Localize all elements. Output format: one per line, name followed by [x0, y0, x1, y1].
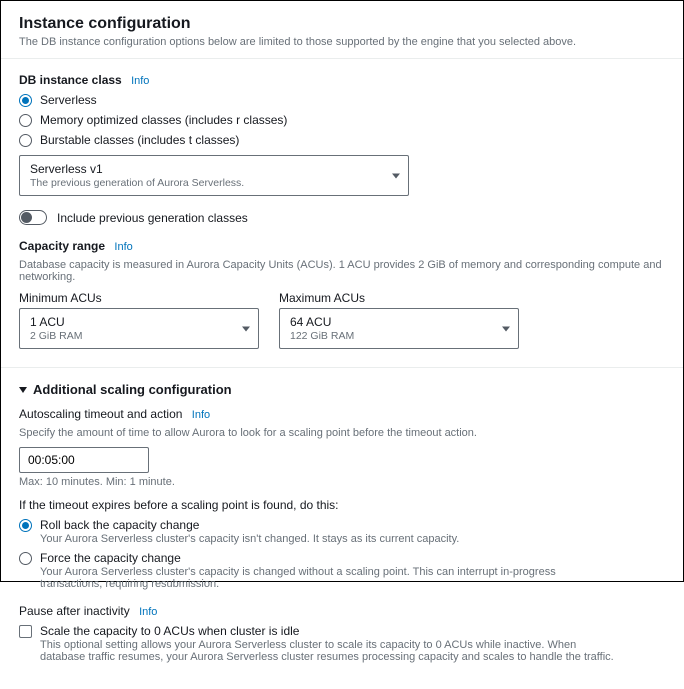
radio-label: Force the capacity change	[40, 551, 600, 565]
select-value: 1 ACU	[30, 315, 230, 329]
radio-desc: Your Aurora Serverless cluster's capacit…	[40, 566, 600, 590]
scaling-title: Additional scaling configuration	[33, 382, 232, 397]
chevron-down-icon	[502, 326, 510, 331]
autoscaling-section: Autoscaling timeout and action Info Spec…	[19, 407, 665, 488]
db-class-info-link[interactable]: Info	[131, 75, 149, 87]
prev-gen-toggle[interactable]	[19, 210, 47, 225]
radio-icon	[19, 94, 32, 107]
pause-section: Pause after inactivity Info Scale the ca…	[19, 604, 665, 671]
radio-icon	[19, 134, 32, 147]
toggle-knob	[21, 212, 32, 223]
timeout-action-label: If the timeout expires before a scaling …	[19, 498, 665, 512]
radio-label: Roll back the capacity change	[40, 518, 459, 532]
panel-header: Instance configuration The DB instance c…	[19, 15, 665, 48]
autoscale-hint: Max: 10 minutes. Min: 1 minute.	[19, 476, 665, 488]
select-sub: The previous generation of Aurora Server…	[30, 177, 380, 189]
divider	[1, 58, 683, 59]
scaling-expander[interactable]: Additional scaling configuration	[19, 382, 665, 397]
expander-triangle-icon	[19, 387, 27, 393]
radio-label: Burstable classes (includes t classes)	[40, 133, 239, 147]
radio-force[interactable]: Force the capacity change Your Aurora Se…	[19, 551, 665, 590]
chevron-down-icon	[392, 173, 400, 178]
radio-burstable[interactable]: Burstable classes (includes t classes)	[19, 133, 665, 147]
min-acu-select[interactable]: 1 ACU 2 GiB RAM	[19, 308, 259, 349]
capacity-info-link[interactable]: Info	[114, 241, 132, 253]
pause-info-link[interactable]: Info	[139, 606, 157, 618]
pause-label-text: Pause after inactivity	[19, 604, 130, 618]
radio-label: Serverless	[40, 93, 97, 107]
chevron-down-icon	[242, 326, 250, 331]
autoscale-info-link[interactable]: Info	[192, 409, 210, 421]
select-value: Serverless v1	[30, 162, 380, 176]
db-instance-class-section: DB instance class Info Serverless Memory…	[19, 73, 665, 225]
radio-desc: Your Aurora Serverless cluster's capacit…	[40, 533, 459, 545]
capacity-label: Capacity range Info	[19, 239, 665, 253]
db-class-select[interactable]: Serverless v1 The previous generation of…	[19, 155, 409, 196]
radio-icon	[19, 519, 32, 532]
select-sub: 2 GiB RAM	[30, 330, 230, 342]
max-acu-select[interactable]: 64 ACU 122 GiB RAM	[279, 308, 519, 349]
select-sub: 122 GiB RAM	[290, 330, 490, 342]
capacity-desc: Database capacity is measured in Aurora …	[19, 259, 665, 283]
radio-label: Memory optimized classes (includes r cla…	[40, 113, 287, 127]
min-acu-label: Minimum ACUs	[19, 291, 259, 305]
divider	[1, 367, 683, 368]
checkbox-desc: This optional setting allows your Aurora…	[40, 639, 620, 663]
radio-serverless[interactable]: Serverless	[19, 93, 665, 107]
select-value: 64 ACU	[290, 315, 490, 329]
autoscale-label: Autoscaling timeout and action Info	[19, 407, 665, 421]
capacity-label-text: Capacity range	[19, 239, 105, 253]
page-subtitle: The DB instance configuration options be…	[19, 36, 665, 48]
max-acu-col: Maximum ACUs 64 ACU 122 GiB RAM	[279, 291, 519, 349]
db-class-label-text: DB instance class	[19, 73, 122, 87]
db-class-label: DB instance class Info	[19, 73, 665, 87]
radio-icon	[19, 114, 32, 127]
capacity-range-section: Capacity range Info Database capacity is…	[19, 239, 665, 349]
prev-gen-toggle-label: Include previous generation classes	[57, 211, 248, 225]
radio-rollback[interactable]: Roll back the capacity change Your Auror…	[19, 518, 665, 545]
autoscale-label-text: Autoscaling timeout and action	[19, 407, 182, 421]
radio-icon	[19, 552, 32, 565]
min-acu-col: Minimum ACUs 1 ACU 2 GiB RAM	[19, 291, 259, 349]
timeout-action-section: If the timeout expires before a scaling …	[19, 498, 665, 590]
autoscale-desc: Specify the amount of time to allow Auro…	[19, 427, 665, 439]
pause-checkbox[interactable]	[19, 625, 32, 638]
pause-label: Pause after inactivity Info	[19, 604, 665, 618]
page-title: Instance configuration	[19, 15, 665, 33]
autoscale-timeout-input[interactable]	[19, 447, 149, 473]
checkbox-label: Scale the capacity to 0 ACUs when cluste…	[40, 624, 620, 638]
radio-memory-optimized[interactable]: Memory optimized classes (includes r cla…	[19, 113, 665, 127]
max-acu-label: Maximum ACUs	[279, 291, 519, 305]
